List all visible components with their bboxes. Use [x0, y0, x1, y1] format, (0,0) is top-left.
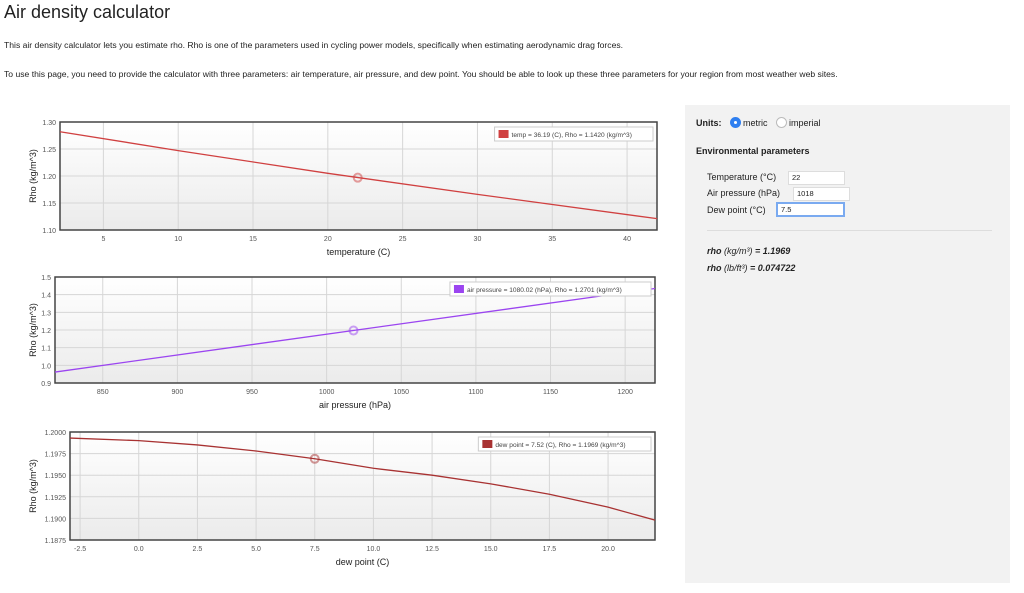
y-tick-label: 0.9: [41, 381, 51, 388]
x-tick-label: 35: [548, 236, 556, 243]
y-tick-label: 1.1950: [45, 473, 67, 480]
y-axis-label: Rho (kg/m^3): [28, 459, 38, 513]
x-tick-label: -2.5: [74, 546, 86, 553]
x-tick-label: 1150: [543, 389, 558, 396]
x-tick-label: 1100: [468, 389, 483, 396]
x-axis-label: air pressure (hPa): [319, 400, 391, 410]
dew-point-chart[interactable]: 1.1875 1.1900 1.1925 1.1950 1.1975 1.2000 -2.5…: [0, 420, 670, 572]
current-value-marker: [352, 172, 363, 183]
temperature-input[interactable]: 22: [788, 171, 845, 185]
pressure-input[interactable]: 1018: [793, 187, 850, 201]
x-tick-label: 950: [246, 389, 258, 396]
x-tick-label: 20.0: [601, 546, 615, 553]
units-selector: Units: metric imperial: [696, 117, 821, 128]
x-tick-label: 15.0: [484, 546, 498, 553]
instructions-text: To use this page, you need to provide th…: [4, 69, 838, 79]
metric-radio[interactable]: [730, 117, 742, 128]
divider: [707, 230, 992, 231]
env-heading: Environmental parameters: [696, 146, 810, 156]
pressure-label: Air pressure (hPa): [707, 188, 781, 198]
x-tick-label: 900: [172, 389, 184, 396]
legend-label: temp = 36.19 (C), Rho = 1.1420 (kg/m^3): [512, 132, 632, 139]
imperial-label[interactable]: imperial: [789, 118, 821, 128]
y-tick-label: 1.20: [42, 174, 56, 181]
dew-point-input[interactable]: 7.5: [776, 202, 845, 217]
y-tick-label: 1.1875: [45, 538, 67, 545]
x-tick-label: 5: [101, 236, 105, 243]
y-tick-label: 1.1: [41, 346, 51, 353]
y-tick-label: 1.25: [42, 147, 56, 154]
legend-swatch: [482, 440, 493, 448]
y-tick-label: 1.2000: [45, 430, 67, 437]
y-tick-label: 1.1925: [45, 495, 67, 502]
units-label: Units:: [696, 118, 722, 128]
x-tick-label: 0.0: [134, 546, 144, 553]
x-tick-label: 1000: [319, 389, 335, 396]
page-title: Air density calculator: [4, 2, 171, 22]
metric-label[interactable]: metric: [743, 118, 768, 128]
rho-metric-result: rho (kg/m³) = 1.1969: [707, 246, 791, 256]
current-value-marker: [348, 325, 359, 336]
legend-swatch: [498, 130, 509, 138]
y-tick-label: 1.0: [41, 363, 51, 370]
dew-point-label: Dew point (°C): [707, 205, 766, 215]
y-tick-label: 1.2: [41, 328, 51, 335]
imperial-radio[interactable]: [776, 117, 788, 128]
calculator-panel: Units: metric imperial Environmental par…: [685, 105, 1010, 583]
x-tick-label: 1050: [393, 389, 409, 396]
x-tick-label: 40: [623, 236, 631, 243]
x-tick-label: 12.5: [425, 546, 439, 553]
temperature-chart[interactable]: 1.10 1.15 1.20 1.25 1.30 5 10 15 20 25 30 35 40 tempe…: [0, 110, 670, 262]
x-axis-label: dew point (C): [336, 557, 390, 567]
legend-label: dew point = 7.52 (C), Rho = 1.1969 (kg/m…: [495, 442, 625, 449]
plot-border: [69, 431, 656, 541]
legend-box: [477, 436, 652, 452]
legend-label: air pressure = 1080.02 (hPa), Rho = 1.27…: [467, 287, 622, 294]
x-tick-label: 30: [474, 236, 482, 243]
series-line: [59, 131, 658, 220]
legend-box: [449, 281, 652, 297]
x-tick-label: 2.5: [193, 546, 203, 553]
y-axis-label: Rho (kg/m^3): [28, 149, 38, 203]
x-tick-label: 10: [174, 236, 182, 243]
plot-border: [54, 276, 656, 384]
y-tick-label: 1.1975: [45, 452, 67, 459]
y-tick-label: 1.3: [41, 310, 51, 317]
x-tick-label: 15: [249, 236, 257, 243]
x-tick-label: 7.5: [310, 546, 320, 553]
x-tick-label: 20: [324, 236, 332, 243]
pressure-chart[interactable]: 0.9 1.0 1.1 1.2 1.3 1.4 1.5 850 900 950 1000 1050 11…: [0, 265, 670, 417]
x-axis-label: temperature (C): [327, 247, 391, 257]
intro-text: This air density calculator lets you est…: [4, 40, 624, 50]
plot-border: [59, 121, 658, 231]
current-value-marker: [309, 453, 320, 464]
legend-box: [494, 126, 654, 142]
series-line: [69, 437, 656, 521]
y-tick-label: 1.5: [41, 275, 51, 282]
y-axis-label: Rho (kg/m^3): [28, 303, 38, 357]
y-tick-label: 1.15: [42, 201, 56, 208]
y-tick-label: 1.4: [41, 293, 51, 300]
x-tick-label: 25: [399, 236, 407, 243]
x-tick-label: 5.0: [251, 546, 261, 553]
x-tick-label: 1200: [617, 389, 633, 396]
legend-swatch: [453, 285, 464, 293]
temperature-label: Temperature (°C): [707, 172, 777, 182]
y-tick-label: 1.10: [42, 228, 56, 235]
y-tick-label: 1.1900: [45, 516, 67, 523]
x-tick-label: 850: [97, 389, 109, 396]
x-tick-label: 10.0: [367, 546, 381, 553]
x-tick-label: 17.5: [543, 546, 557, 553]
series-line: [54, 287, 656, 373]
y-tick-label: 1.30: [42, 120, 56, 127]
rho-imperial-result: rho (lb/ft³) = 0.074722: [707, 263, 796, 273]
